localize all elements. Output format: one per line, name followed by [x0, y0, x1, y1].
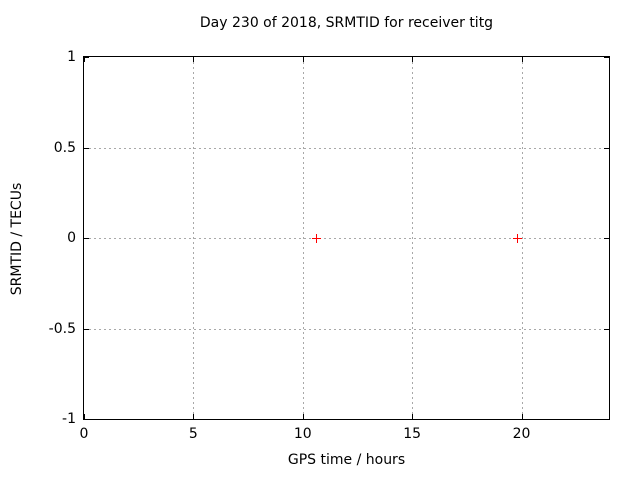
marker-vertical-bar: [517, 234, 519, 243]
plot-area: [83, 56, 610, 420]
y-tick-left: [84, 328, 89, 330]
y-tick-label: 0.5: [53, 139, 76, 156]
x-tick-top: [193, 57, 195, 62]
x-tick-bottom: [193, 414, 195, 419]
y-gridline: [84, 147, 609, 149]
x-tick-top: [412, 57, 414, 62]
y-tick-right: [604, 238, 609, 239]
y-tick-label: 1: [67, 49, 76, 65]
x-tick-label: 5: [188, 426, 198, 442]
y-tick-left: [84, 57, 89, 58]
marker-vertical-bar: [315, 234, 317, 243]
y-gridline: [84, 238, 609, 239]
y-tick-label: -0.5: [48, 320, 76, 337]
x-tick-bottom: [412, 414, 414, 419]
y-tick-left: [84, 238, 89, 239]
y-tick-right: [604, 419, 609, 420]
x-tick-label: 15: [403, 426, 422, 442]
x-tick-label: 0: [79, 426, 89, 442]
x-tick-top: [521, 57, 523, 62]
x-tick-label: 10: [293, 426, 312, 442]
y-tick-left: [84, 147, 89, 149]
x-tick-bottom: [521, 414, 523, 419]
y-tick-right: [604, 57, 609, 58]
x-tick-top: [302, 57, 304, 62]
y-tick-right: [604, 328, 609, 330]
chart-title: Day 230 of 2018, SRMTID for receiver tit…: [199, 15, 494, 31]
y-tick-left: [84, 419, 89, 420]
x-tick-bottom: [302, 414, 304, 419]
y-tick-label: -1: [62, 411, 76, 427]
x-tick-bottom: [84, 414, 85, 419]
data-point-marker: [513, 234, 523, 243]
x-tick-label: 20: [512, 426, 531, 442]
x-tick-top: [84, 57, 85, 62]
y-tick-label: 0: [67, 230, 76, 246]
data-point-marker: [311, 234, 321, 243]
y-tick-right: [604, 147, 609, 149]
y-gridline: [84, 328, 609, 330]
x-axis-label: GPS time / hours: [287, 452, 406, 468]
